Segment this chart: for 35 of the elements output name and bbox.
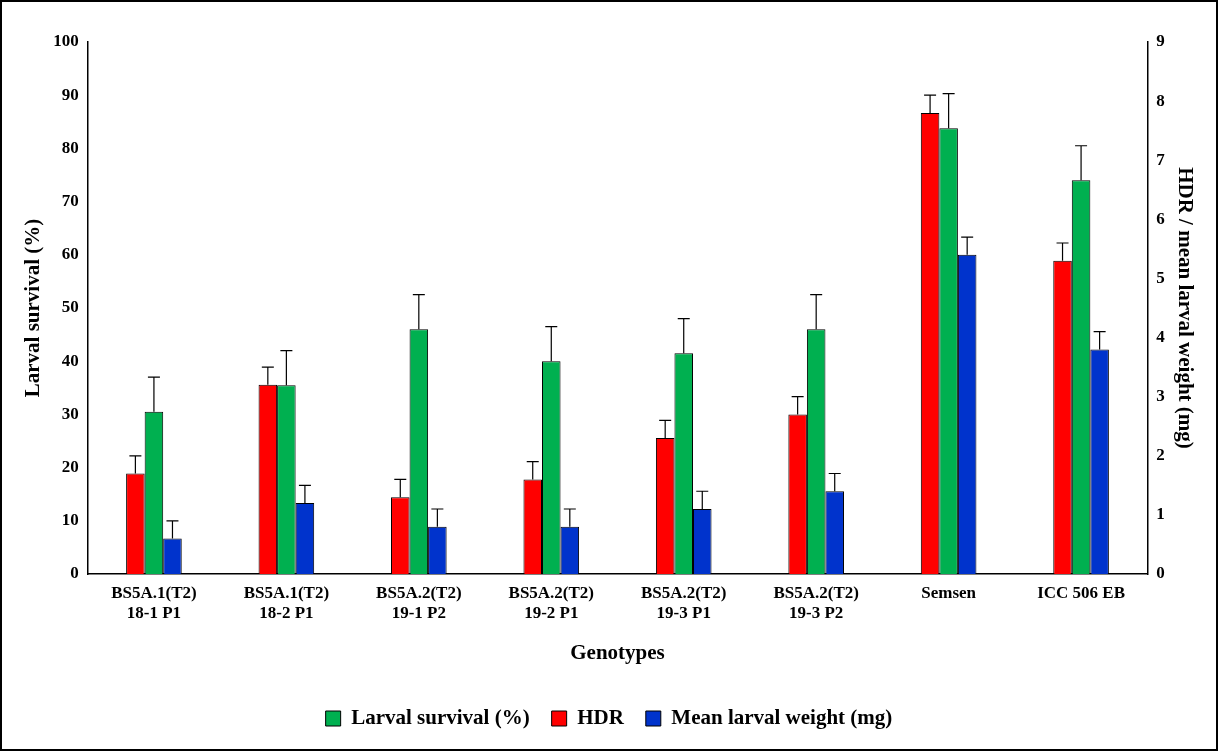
x-tick-label: BS5A.1(T2) 18-1 P1: [111, 582, 197, 622]
x-tick-label: BS5A.2(T2) 19-1 P2: [376, 582, 462, 622]
y-tick-label: 90: [61, 84, 79, 104]
x-tick-label: BS5A.1(T2) 18-2 P1: [243, 582, 330, 622]
y2-tick-label: 7: [1156, 149, 1166, 169]
y2-tick-label: 2: [1156, 445, 1165, 465]
y2-tick-label: 5: [1156, 267, 1165, 287]
legend-label: Larval survival (%): [351, 704, 530, 729]
y2-tick-label: 9: [1156, 31, 1165, 51]
x-tick-label: BS5A.2(T2) 19-3 P1: [640, 582, 727, 622]
y2-tick-label: 8: [1156, 90, 1165, 110]
x-tick-label: BS5A.2(T2) 19-3 P2: [773, 582, 859, 622]
y-tick-label: 50: [61, 297, 79, 317]
y-tick-label: 100: [53, 31, 79, 51]
y-tick-label: 60: [61, 244, 79, 264]
x-tick-label: ICC 506 EB: [1037, 582, 1125, 602]
y-tick-label: 10: [61, 510, 79, 530]
x-axis-title: Genotypes: [570, 639, 665, 664]
y-tick-label: 20: [61, 456, 79, 476]
y2-tick-label: 4: [1156, 326, 1166, 346]
y2-tick-label: 3: [1156, 386, 1165, 406]
y2-axis-title: HDR / mean larval weight (mg): [1173, 167, 1198, 449]
x-tick-label: Semsen: [921, 582, 977, 602]
y-axis-title: Larval survival (%): [20, 218, 45, 398]
x-tick-label: BS5A.2(T2) 19-2 P1: [508, 582, 595, 622]
y-tick-label: 0: [70, 563, 79, 583]
y2-tick-label: 0: [1156, 563, 1165, 583]
y-tick-label: 40: [61, 350, 79, 370]
y2-tick-label: 6: [1156, 208, 1165, 228]
y-tick-label: 30: [61, 403, 79, 423]
y-tick-label: 80: [61, 137, 79, 157]
legend-label: Mean larval weight (mg): [671, 704, 893, 729]
legend-label: HDR: [577, 704, 625, 729]
y2-tick-label: 1: [1156, 504, 1165, 524]
y-tick-label: 70: [61, 190, 79, 210]
